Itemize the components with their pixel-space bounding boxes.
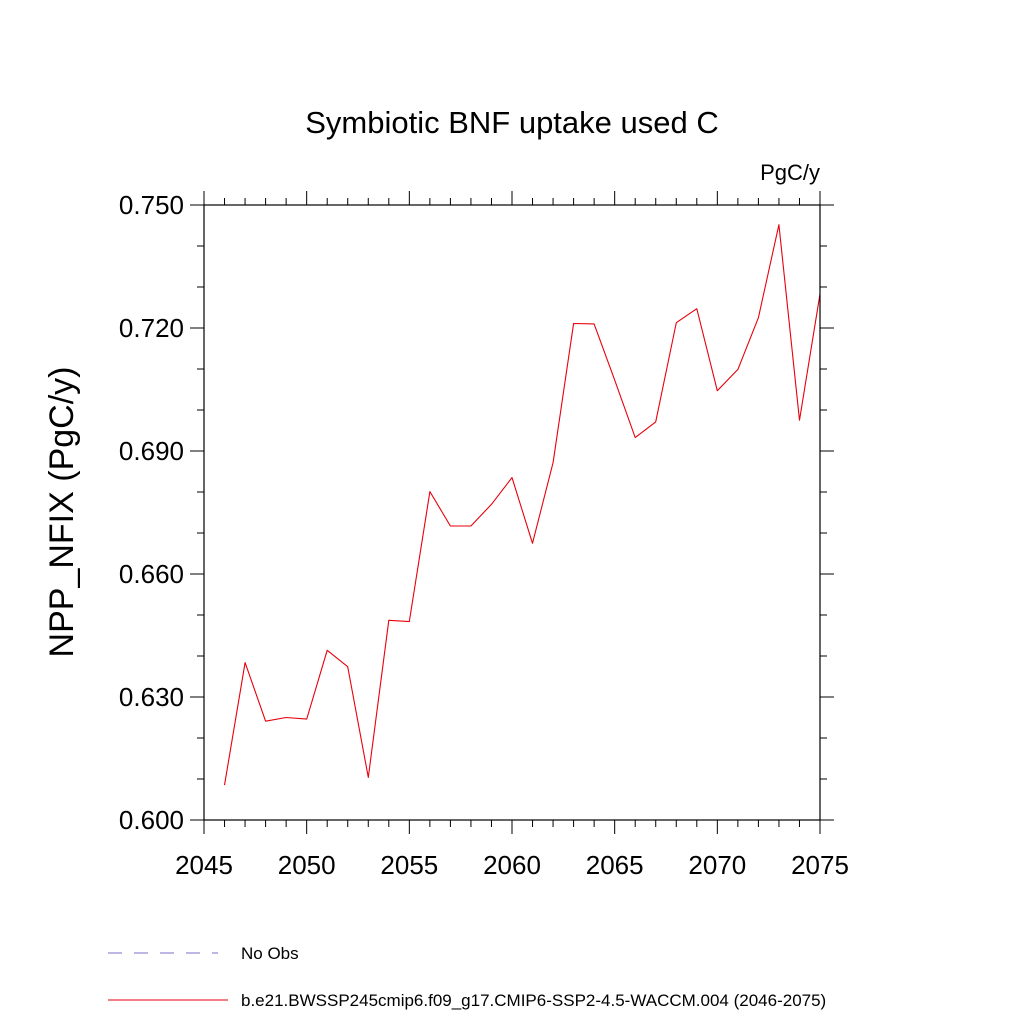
y-tick-label: 0.660: [119, 559, 184, 589]
y-tick-label: 0.600: [119, 805, 184, 835]
y-tick-labels: 0.600 0.630 0.660 0.690 0.720 0.750: [119, 190, 184, 835]
units-label: PgC/y: [760, 160, 820, 185]
x-tick-label: 2070: [688, 850, 746, 880]
legend-label-model: b.e21.BWSSP245cmip6.f09_g17.CMIP6-SSP2-4…: [241, 991, 826, 1010]
legend: No Obs b.e21.BWSSP245cmip6.f09_g17.CMIP6…: [108, 944, 826, 1010]
x-tick-label: 2045: [175, 850, 233, 880]
data-lines: [223, 224, 821, 786]
y-tick-label: 0.750: [119, 190, 184, 220]
y-tick-label: 0.690: [119, 436, 184, 466]
x-tick-label: 2065: [586, 850, 644, 880]
y-tick-label: 0.630: [119, 682, 184, 712]
x-tick-label: 2050: [278, 850, 336, 880]
chart-title: Symbiotic BNF uptake used C: [305, 105, 719, 140]
series-line-0: [223, 224, 821, 786]
x-tick-labels: 2045 2050 2055 2060 2065 2070 2075: [175, 850, 849, 880]
x-tick-label: 2060: [483, 850, 541, 880]
legend-label-no-obs: No Obs: [241, 944, 299, 963]
x-tick-label: 2055: [380, 850, 438, 880]
plot-frame: [203, 204, 821, 821]
y-tick-label: 0.720: [119, 313, 184, 343]
axis-ticks: [190, 191, 834, 834]
y-axis-label: NPP_NFIX (PgC/y): [43, 367, 81, 658]
x-tick-label: 2075: [791, 850, 849, 880]
